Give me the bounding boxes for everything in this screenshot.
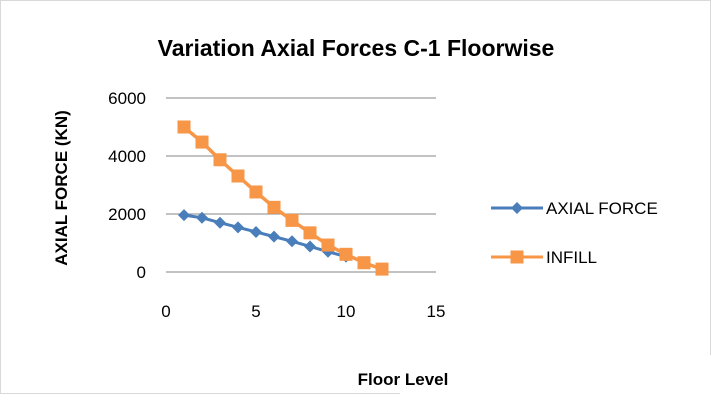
data-point: [357, 256, 371, 270]
y-tick-label-2000: 2000: [108, 205, 146, 224]
legend-label: AXIAL FORCE: [546, 199, 658, 218]
y-tick-label-6000: 6000: [108, 89, 146, 108]
legend-marker: [511, 202, 523, 214]
y-axis-title: AXIAL FORCE (KN): [52, 110, 71, 266]
series-line: [183, 213, 347, 259]
series-group: [177, 120, 389, 276]
data-point: [304, 240, 316, 253]
chart-title: Variation Axial Forces C-1 Floorwise: [158, 35, 555, 61]
data-point: [213, 153, 227, 167]
data-point: [195, 135, 209, 149]
legend-label: INFILL: [546, 248, 597, 267]
data-point: [231, 169, 245, 183]
legend: AXIAL FORCE INFILL: [491, 199, 658, 267]
legend-marker: [510, 250, 524, 264]
series-axial-force: [178, 209, 352, 263]
legend-item-axial-force: AXIAL FORCE: [491, 199, 658, 218]
legend-item-infill: INFILL: [491, 248, 597, 267]
data-point: [177, 120, 191, 134]
x-tick-label-0: 0: [161, 302, 170, 321]
y-tick-label-0: 0: [137, 263, 146, 282]
tick-labels: 0 2000 4000 6000 0 5 10 15: [108, 89, 445, 321]
data-point: [178, 209, 190, 222]
data-point: [232, 221, 244, 234]
x-axis-title: Floor Level: [358, 370, 449, 389]
data-point: [339, 247, 353, 261]
data-point: [250, 225, 262, 238]
data-point: [249, 185, 263, 199]
data-point: [303, 226, 317, 240]
series-line: [182, 125, 383, 271]
series-infill: [177, 120, 389, 276]
data-point: [286, 235, 298, 248]
data-point: [267, 200, 281, 214]
data-point: [285, 213, 299, 227]
data-point: [321, 238, 335, 252]
grid-lines: [166, 97, 436, 215]
x-tick-label-5: 5: [251, 302, 260, 321]
data-point: [196, 211, 208, 224]
y-tick-label-4000: 4000: [108, 147, 146, 166]
data-point: [214, 216, 226, 229]
data-point: [268, 230, 280, 243]
frame-gap: [400, 355, 711, 400]
x-tick-label-15: 15: [427, 302, 446, 321]
data-point: [375, 262, 389, 276]
x-tick-label-10: 10: [337, 302, 356, 321]
